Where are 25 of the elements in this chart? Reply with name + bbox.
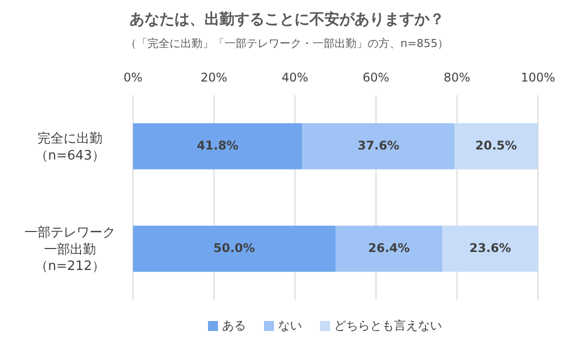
bar [454, 123, 538, 170]
bar [442, 226, 538, 272]
data-label: 26.4% [368, 241, 410, 256]
y-tick-label: 完全に出勤（n=643） [35, 130, 105, 164]
legend-label: どちらとも言えない [334, 318, 442, 332]
chart-title: あなたは、出勤することに不安がありますか？ [130, 10, 444, 28]
x-tick-label: 60% [362, 70, 390, 84]
x-tick-label: 0% [123, 70, 143, 84]
data-label: 41.8% [196, 138, 238, 153]
bar [302, 123, 455, 170]
bar [133, 226, 336, 272]
data-label: 50.0% [213, 241, 256, 256]
bar [133, 123, 302, 170]
data-label: 23.6% [469, 241, 512, 256]
legend-label: ない [278, 318, 302, 332]
x-tick-label: 80% [444, 70, 470, 84]
x-tick-label: 100% [520, 70, 556, 84]
y-tick-label: 一部テレワーク一部出勤（n=212） [24, 225, 116, 274]
data-label: 20.5% [475, 138, 517, 153]
x-tick-label: 40% [282, 70, 308, 84]
data-label: 37.6% [358, 138, 400, 153]
legend-label: ある [222, 318, 246, 332]
bar [336, 226, 442, 272]
chart-subtitle: （「完全に出勤」「一部テレワーク・一部出勤」の方、n=855） [125, 37, 449, 50]
x-tick-label: 20% [200, 70, 228, 84]
